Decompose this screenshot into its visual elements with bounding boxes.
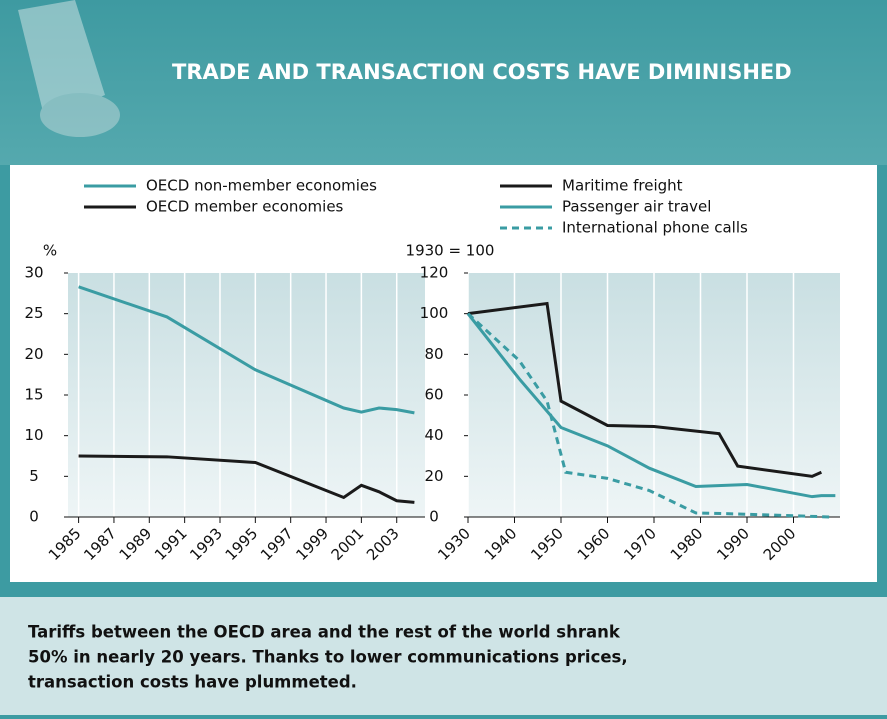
- y-tick-label: 15: [24, 386, 43, 404]
- legend-label: OECD non-member economies: [146, 177, 377, 195]
- y-axis-label: %: [43, 242, 57, 260]
- legend-label: Passenger air travel: [562, 198, 711, 216]
- data-line: [78, 285, 415, 415]
- caption-line: Tariffs between the OECD area and the re…: [28, 623, 621, 642]
- y-tick-label: 30: [24, 264, 43, 282]
- legend-label: OECD member economies: [146, 198, 344, 216]
- y-tick-label: 0: [29, 508, 39, 526]
- y-axis-label: 1930 = 100: [406, 242, 495, 260]
- y-tick-label: 20: [424, 467, 443, 485]
- y-tick-label: 60: [424, 386, 443, 404]
- data-line: [466, 312, 836, 499]
- legend-label: Maritime freight: [562, 177, 683, 195]
- y-tick-label: 120: [420, 264, 449, 282]
- header-band: [0, 0, 887, 165]
- receipt-icon: [18, 0, 120, 137]
- caption-box: [0, 597, 887, 715]
- caption-line: 50% in nearly 20 years. Thanks to lower …: [28, 648, 628, 667]
- y-tick-label: 0: [429, 508, 439, 526]
- legend-label: International phone calls: [562, 219, 748, 237]
- y-tick-label: 100: [420, 304, 449, 322]
- plot-area: [68, 273, 425, 517]
- y-tick-label: 40: [424, 426, 443, 444]
- y-tick-label: 10: [24, 426, 43, 444]
- y-tick-label: 25: [24, 304, 43, 322]
- caption-line: transaction costs have plummeted.: [28, 673, 357, 692]
- data-line: [467, 301, 823, 478]
- title: TRADE AND TRANSACTION COSTS HAVE DIMINIS…: [172, 60, 792, 84]
- data-line: [466, 312, 831, 519]
- data-line: [78, 454, 415, 504]
- y-tick-label: 5: [29, 467, 39, 485]
- y-tick-label: 80: [424, 345, 443, 363]
- y-tick-label: 20: [24, 345, 43, 363]
